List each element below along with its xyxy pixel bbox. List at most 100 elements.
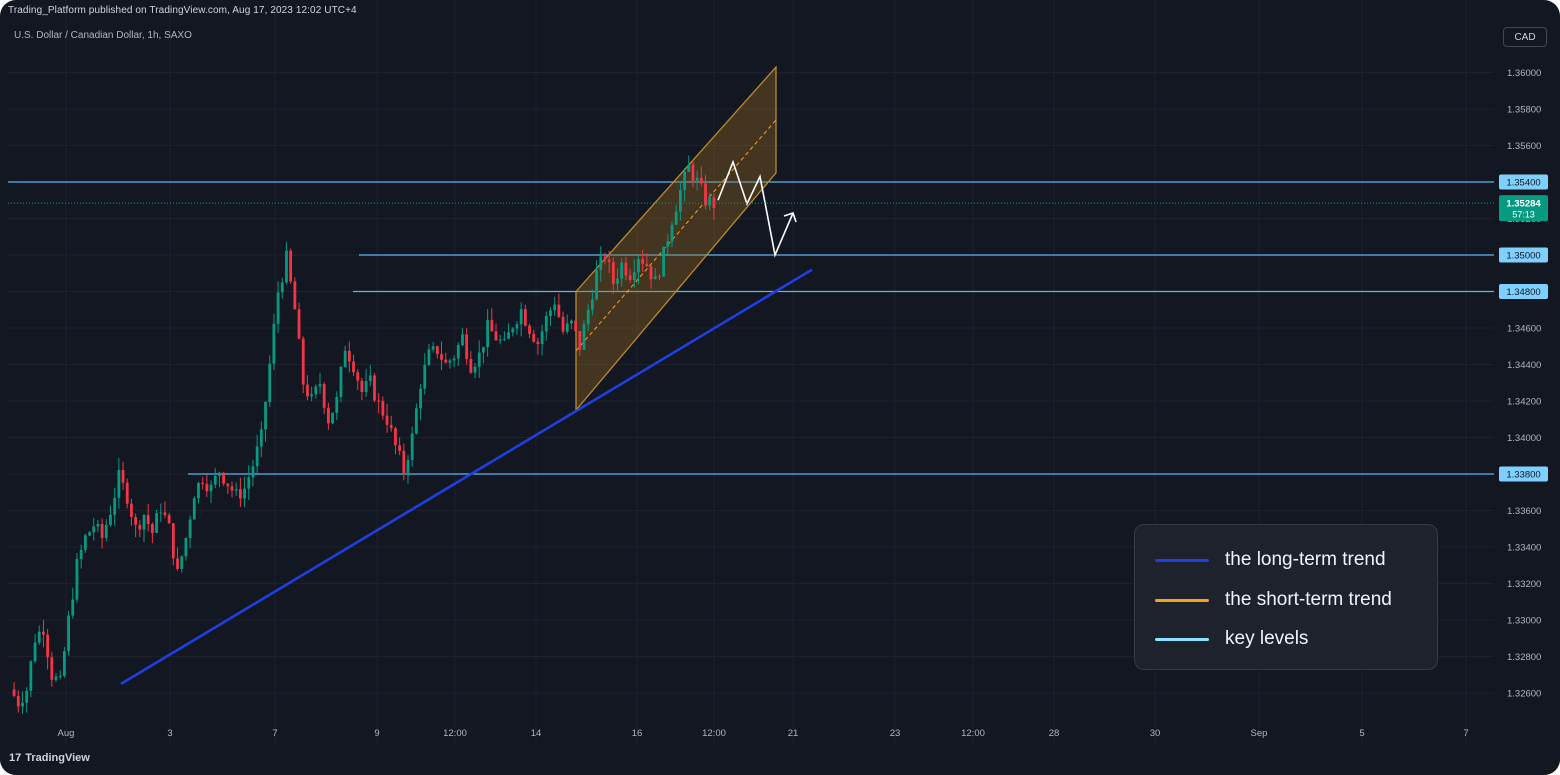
candles: [12, 155, 716, 714]
candle-body: [339, 367, 343, 398]
candle-body: [628, 275, 632, 280]
legend-label: the long-term trend: [1225, 549, 1386, 570]
candle-body: [100, 524, 104, 538]
candle-body: [423, 364, 427, 389]
price-tick-label: 1.32800: [1507, 652, 1541, 663]
candle-body: [142, 515, 146, 530]
candle-body: [62, 651, 66, 676]
candle-body: [544, 316, 548, 332]
candle-body: [632, 272, 636, 280]
legend-swatch: [1155, 558, 1209, 562]
candle-body: [678, 190, 682, 212]
price-tick-label: 1.33000: [1507, 616, 1541, 627]
time-tick-label: 12:00: [702, 728, 726, 739]
candle-body: [670, 224, 674, 242]
candle-body: [301, 338, 305, 385]
candle-body: [326, 407, 330, 424]
candle-body: [469, 359, 473, 373]
candle-body: [180, 556, 184, 569]
candle-body: [314, 386, 318, 395]
channel-fill: [575, 65, 777, 412]
candle-body: [25, 690, 29, 703]
candle-body: [318, 384, 322, 387]
candle-body: [637, 259, 640, 273]
legend-swatch: [1155, 637, 1209, 641]
candle-body: [502, 338, 506, 340]
time-tick-label: 30: [1150, 728, 1161, 739]
candle-body: [159, 512, 163, 514]
candle-body: [150, 523, 154, 533]
candle-body: [398, 445, 402, 451]
time-axis[interactable]: Aug 3 7 9 12:00 14 16 12:00 21 23 12:00 28 30 Sep 5 7: [58, 728, 1469, 739]
candle-body: [92, 526, 96, 533]
candle-body: [54, 676, 58, 680]
candle-body: [570, 320, 573, 324]
candle-body: [50, 657, 54, 680]
candle-body: [46, 634, 50, 658]
candle-body: [201, 482, 205, 485]
candle-body: [603, 256, 607, 260]
candle-body: [96, 524, 100, 527]
candle-body: [482, 347, 485, 353]
candle-body: [528, 325, 531, 334]
candle-body: [389, 424, 393, 429]
candle-body: [222, 472, 226, 484]
candle-body: [176, 558, 179, 569]
candle-body: [557, 304, 561, 317]
key-level-badge: [1499, 174, 1548, 190]
long-term-trend-line: [120, 268, 813, 685]
price-axis[interactable]: 1.360001.358001.356001.354001.352001.350…: [1507, 68, 1541, 700]
candle-body: [377, 400, 381, 402]
candle-body: [117, 469, 121, 498]
time-tick-label: 7: [1463, 728, 1468, 739]
price-tick-label: 1.33200: [1507, 579, 1541, 590]
candle-body: [624, 262, 628, 276]
price-tick-label: 1.35600: [1507, 141, 1541, 152]
candle-body: [234, 489, 238, 491]
candle-body: [590, 299, 594, 310]
candle-body: [352, 361, 355, 373]
candle-body: [607, 259, 611, 263]
price-tick-label: 1.32600: [1507, 689, 1541, 700]
price-tick-label: 1.36000: [1507, 68, 1541, 79]
candle-body: [104, 524, 108, 538]
candle-body: [335, 397, 339, 413]
candle-body: [37, 631, 41, 643]
candle-body: [456, 345, 460, 359]
candle-body: [494, 331, 498, 341]
candle-body: [192, 498, 196, 520]
candle-body: [29, 661, 33, 691]
candle-body: [134, 517, 138, 525]
currency-button[interactable]: CAD: [1503, 27, 1547, 47]
candle-body: [695, 177, 699, 181]
candle-body: [578, 331, 582, 350]
candle-body: [79, 549, 83, 559]
candle-body: [519, 309, 523, 325]
candle-body: [507, 332, 510, 339]
candle-body: [42, 631, 45, 635]
tradingview-brand[interactable]: 17 TradingView: [9, 752, 90, 764]
candle-body: [385, 415, 389, 425]
candle-body: [322, 384, 326, 408]
candle-body: [226, 483, 230, 487]
candle-body: [259, 429, 263, 447]
candle-body: [515, 324, 519, 329]
candle-body: [21, 702, 24, 707]
projection-arrow: [717, 159, 797, 258]
candle-body: [83, 535, 87, 550]
price-tick-label: 1.35800: [1507, 105, 1541, 116]
key-level-badge: [1499, 247, 1548, 263]
time-tick-label: Aug: [58, 728, 75, 739]
candle-body: [243, 488, 246, 499]
candle-body: [586, 309, 590, 325]
candle-body: [414, 408, 418, 434]
candle-body: [444, 359, 448, 363]
candle-body: [146, 515, 150, 524]
time-tick-label: 16: [632, 728, 643, 739]
time-tick-label: 23: [890, 728, 901, 739]
candle-body: [687, 164, 691, 172]
candle-body: [574, 320, 578, 332]
candle-body: [184, 538, 188, 557]
